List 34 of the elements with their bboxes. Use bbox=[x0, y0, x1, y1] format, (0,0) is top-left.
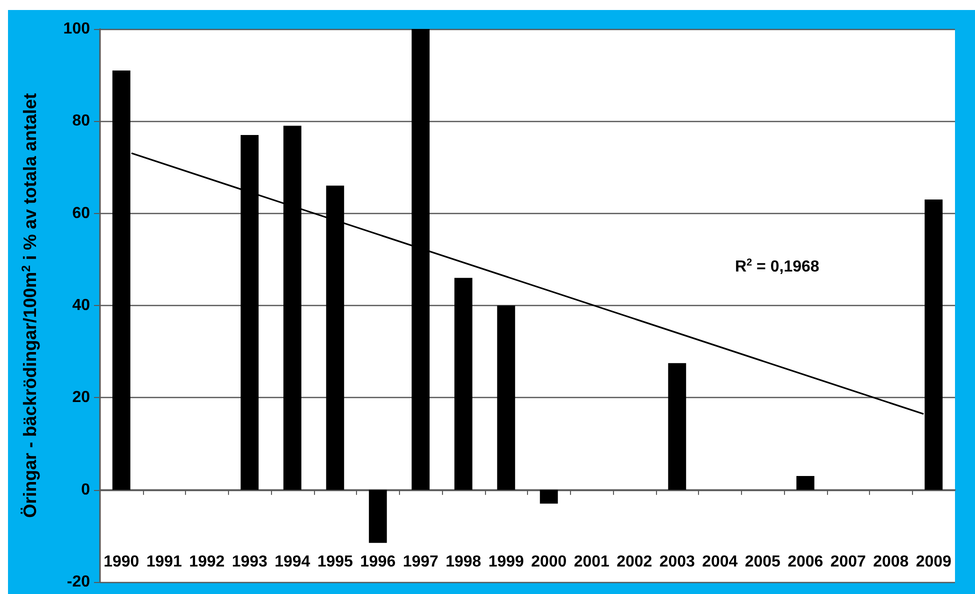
x-tick-label: 1992 bbox=[189, 554, 225, 570]
y-axis-title: Öringar - bäckrödingar/100m2 i % av totala antalet bbox=[19, 93, 40, 518]
x-tick-label: 2004 bbox=[702, 554, 738, 570]
x-tick-label: 2009 bbox=[916, 554, 952, 570]
x-tick-label: 1993 bbox=[232, 554, 268, 570]
bar bbox=[454, 278, 472, 490]
y-tick-label: 20 bbox=[72, 389, 90, 406]
y-tick-label: 100 bbox=[63, 20, 90, 38]
y-tick-label: 80 bbox=[72, 112, 90, 130]
bar bbox=[540, 490, 558, 504]
x-tick-label: 1994 bbox=[274, 554, 310, 570]
x-tick-label: 2001 bbox=[574, 554, 610, 570]
x-tick-label: 1991 bbox=[146, 554, 182, 570]
x-tick-label: 2005 bbox=[744, 554, 781, 570]
x-tick-label: 1995 bbox=[317, 554, 354, 570]
x-tick-label: 1996 bbox=[360, 554, 396, 570]
x-tick-label: 2002 bbox=[616, 554, 652, 570]
bar bbox=[497, 306, 516, 490]
x-tick-label: 1997 bbox=[402, 554, 439, 570]
x-tick-label: 2008 bbox=[873, 554, 909, 570]
bar bbox=[668, 363, 686, 490]
x-tick-label: 2000 bbox=[531, 554, 567, 570]
x-tick-label: 1990 bbox=[104, 554, 140, 570]
x-tick-label: 2003 bbox=[659, 554, 696, 570]
y-tick-label: -20 bbox=[66, 574, 90, 590]
bar bbox=[796, 476, 814, 490]
x-tick-label: 1999 bbox=[488, 554, 524, 570]
y-tick-label: 40 bbox=[72, 297, 90, 314]
y-tick-label: 0 bbox=[81, 481, 90, 498]
bar bbox=[368, 490, 387, 543]
y-tick-label: 60 bbox=[72, 204, 90, 222]
x-tick-label: 2006 bbox=[788, 554, 824, 570]
x-tick-label: 2007 bbox=[830, 554, 866, 570]
x-tick-label: 1998 bbox=[446, 554, 482, 570]
